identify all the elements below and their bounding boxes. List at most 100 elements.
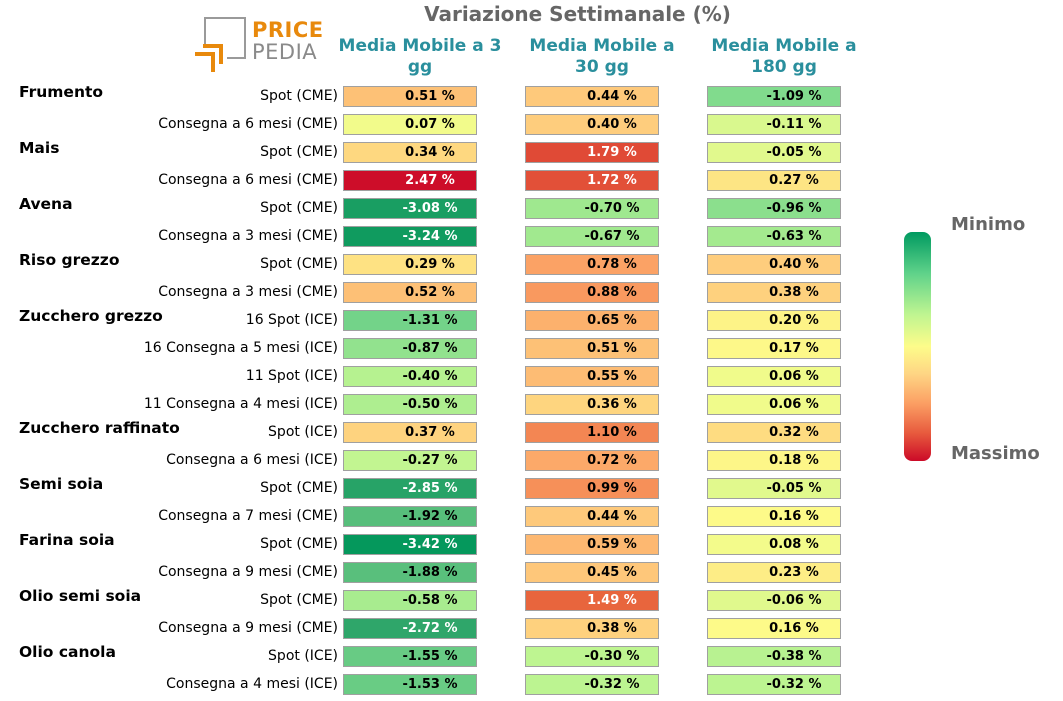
heatmap-cell: -0.05 % [707, 478, 841, 499]
row-label: Spot (CME) [260, 88, 338, 104]
group-label: Mais [19, 139, 60, 157]
heatmap-cell: 0.27 % [707, 170, 841, 191]
group-label: Olio canola [19, 643, 116, 661]
heatmap-cell: 0.16 % [707, 618, 841, 639]
heatmap-cell: -0.06 % [707, 590, 841, 611]
row-label: Consegna a 6 mesi (ICE) [166, 452, 338, 468]
heatmap-cell: -0.38 % [707, 646, 841, 667]
color-scale-legend [904, 232, 931, 461]
row-label: Consegna a 3 mesi (CME) [158, 284, 338, 300]
heatmap-cell: -0.67 % [525, 226, 659, 247]
heatmap-cell: -3.24 % [343, 226, 477, 247]
chart-title: Variazione Settimanale (%) [424, 2, 731, 26]
heatmap-cell: 0.88 % [525, 282, 659, 303]
heatmap-cell: -0.32 % [707, 674, 841, 695]
heatmap-cell: -1.09 % [707, 86, 841, 107]
row-label: 11 Consegna a 4 mesi (ICE) [143, 396, 338, 412]
group-label: Frumento [19, 83, 104, 101]
heatmap-cell: -0.87 % [343, 338, 477, 359]
heatmap-cell: 0.16 % [707, 506, 841, 527]
heatmap-cell: 0.51 % [343, 86, 477, 107]
row-label: Consegna a 9 mesi (CME) [158, 620, 338, 636]
heatmap-cell: 0.65 % [525, 310, 659, 331]
heatmap-cell: 0.06 % [707, 394, 841, 415]
heatmap-cell: 0.44 % [525, 506, 659, 527]
logo-mark-icon [195, 17, 246, 72]
row-label: 16 Consegna a 5 mesi (ICE) [143, 340, 338, 356]
heatmap-cell: 0.23 % [707, 562, 841, 583]
row-label: Spot (CME) [260, 480, 338, 496]
pricepedia-logo: PRICE PEDIA [193, 14, 323, 74]
logo-text-price: PRICE [252, 18, 324, 42]
heatmap-cell: -1.53 % [343, 674, 477, 695]
heatmap-cell: -0.32 % [525, 674, 659, 695]
heatmap-cell: 0.08 % [707, 534, 841, 555]
heatmap-cell: -0.63 % [707, 226, 841, 247]
heatmap-cell: -0.50 % [343, 394, 477, 415]
group-label: Olio semi soia [19, 587, 142, 605]
heatmap-cell: 0.18 % [707, 450, 841, 471]
row-label: Spot (ICE) [268, 424, 338, 440]
heatmap-cell: -0.27 % [343, 450, 477, 471]
heatmap-cell: 0.78 % [525, 254, 659, 275]
heatmap-cell: 1.79 % [525, 142, 659, 163]
legend-min-label: Minimo [951, 214, 1026, 235]
heatmap-cell: 0.59 % [525, 534, 659, 555]
group-label: Zucchero grezzo [19, 307, 163, 325]
heatmap-cell: 1.49 % [525, 590, 659, 611]
heatmap-cell: 0.99 % [525, 478, 659, 499]
group-label: Semi soia [19, 475, 104, 493]
heatmap-cell: -1.88 % [343, 562, 477, 583]
heatmap-cell: -1.92 % [343, 506, 477, 527]
row-label: Consegna a 6 mesi (CME) [158, 172, 338, 188]
legend-max-label: Massimo [951, 443, 1040, 464]
heatmap-cell: 0.45 % [525, 562, 659, 583]
column-header-30gg: Media Mobile a 30 gg [529, 36, 675, 77]
logo-text-pedia: PEDIA [252, 40, 318, 64]
heatmap-cell: 2.47 % [343, 170, 477, 191]
row-label: Consegna a 4 mesi (ICE) [166, 676, 338, 692]
row-label: 11 Spot (ICE) [245, 368, 338, 384]
column-header-180gg: Media Mobile a 180 gg [711, 36, 857, 77]
heatmap-cell: -0.40 % [343, 366, 477, 387]
heatmap-cell: 0.06 % [707, 366, 841, 387]
heatmap-cell: -3.42 % [343, 534, 477, 555]
heatmap-cell: 0.32 % [707, 422, 841, 443]
column-header-3gg: Media Mobile a 3 gg [338, 36, 502, 77]
heatmap-cell: 1.10 % [525, 422, 659, 443]
heatmap-cell: -0.70 % [525, 198, 659, 219]
heatmap-cell: 0.20 % [707, 310, 841, 331]
row-label: Consegna a 9 mesi (CME) [158, 564, 338, 580]
heatmap-cell: -2.72 % [343, 618, 477, 639]
heatmap-cell: 0.55 % [525, 366, 659, 387]
heatmap-cell: -2.85 % [343, 478, 477, 499]
row-label: Consegna a 6 mesi (CME) [158, 116, 338, 132]
heatmap-cell: 0.29 % [343, 254, 477, 275]
heatmap-cell: -0.96 % [707, 198, 841, 219]
row-label: Consegna a 3 mesi (CME) [158, 228, 338, 244]
heatmap-cell: -3.08 % [343, 198, 477, 219]
row-label: Spot (CME) [260, 200, 338, 216]
heatmap-cell: -0.58 % [343, 590, 477, 611]
row-label: Spot (CME) [260, 144, 338, 160]
row-label: Spot (ICE) [268, 648, 338, 664]
group-label: Zucchero raffinato [19, 419, 180, 437]
heatmap-cell: 0.40 % [525, 114, 659, 135]
heatmap-cell: 0.17 % [707, 338, 841, 359]
heatmap-cell: 1.72 % [525, 170, 659, 191]
heatmap-cell: -1.55 % [343, 646, 477, 667]
heatmap-cell: 0.51 % [525, 338, 659, 359]
group-label: Farina soia [19, 531, 115, 549]
row-label: Spot (CME) [260, 256, 338, 272]
heatmap-cell: 0.40 % [707, 254, 841, 275]
row-label: Consegna a 7 mesi (CME) [158, 508, 338, 524]
heatmap-cell: 0.38 % [525, 618, 659, 639]
heatmap-cell: -1.31 % [343, 310, 477, 331]
heatmap-cell: 0.07 % [343, 114, 477, 135]
heatmap-cell: -0.11 % [707, 114, 841, 135]
heatmap-cell: 0.36 % [525, 394, 659, 415]
heatmap-cell: 0.44 % [525, 86, 659, 107]
row-label: 16 Spot (ICE) [245, 312, 338, 328]
heatmap-cell: 0.34 % [343, 142, 477, 163]
heatmap-cell: 0.37 % [343, 422, 477, 443]
